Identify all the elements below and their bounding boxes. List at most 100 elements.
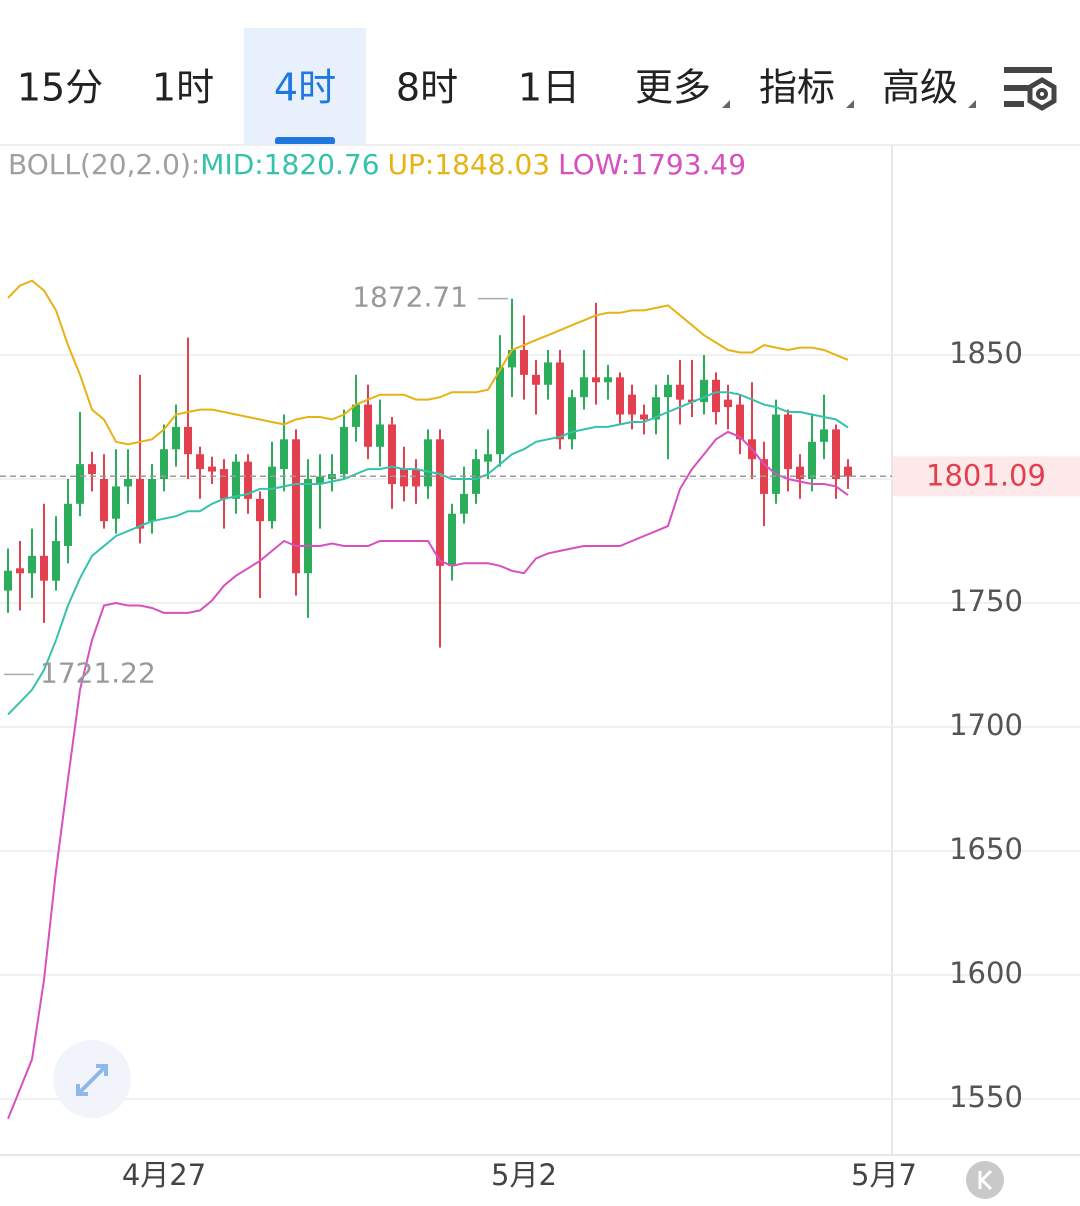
candle-body xyxy=(807,441,816,480)
candle-body xyxy=(459,493,468,514)
indicator-legend: BOLL(20,2.0):MID:1820.76 UP:1848.03 LOW:17… xyxy=(8,148,746,181)
last-price-label: 1801.09 xyxy=(926,458,1046,492)
candle-body xyxy=(268,466,277,522)
candle-body xyxy=(447,513,456,566)
tab[interactable]: 1时 xyxy=(152,66,214,110)
y-tick-label: 1650 xyxy=(949,832,1023,866)
candle-body xyxy=(699,379,708,403)
candle-body xyxy=(52,541,61,581)
candle-body xyxy=(148,479,157,522)
candle-body xyxy=(124,479,133,487)
candle-body xyxy=(627,394,636,415)
candle-body xyxy=(531,374,540,385)
candle-body xyxy=(304,479,313,574)
y-tick-label: 1550 xyxy=(949,1080,1023,1114)
overlay: 15501600165017001750180018504月275月25月718… xyxy=(4,281,1080,1192)
candle-body xyxy=(400,469,409,487)
legend-up: UP: xyxy=(388,148,435,181)
candle-body xyxy=(16,568,25,574)
dropdown-arrows xyxy=(722,100,976,108)
y-tick-label: 1850 xyxy=(949,336,1023,370)
settings-icon[interactable] xyxy=(1004,67,1057,111)
candle-body xyxy=(88,464,97,475)
candle-body xyxy=(184,426,193,455)
legend-mid: MID: xyxy=(200,148,263,181)
candle-body xyxy=(208,466,217,472)
candle-body xyxy=(675,384,684,400)
candle-body xyxy=(376,424,385,447)
expand-button[interactable] xyxy=(53,1040,131,1118)
grid xyxy=(0,354,1080,1101)
candle-body xyxy=(196,454,205,470)
candle-body xyxy=(555,362,564,440)
y-tick-label: 1750 xyxy=(949,584,1023,618)
tab[interactable]: 1日 xyxy=(518,66,580,110)
candle-body xyxy=(220,469,229,499)
x-tick-label: 5月2 xyxy=(491,1158,557,1192)
candle-body xyxy=(76,464,85,504)
candle-body xyxy=(40,555,49,581)
candle-body xyxy=(579,377,588,398)
candle-body xyxy=(591,377,600,383)
selected-tab-indicator xyxy=(275,137,335,145)
boll-line xyxy=(7,279,849,446)
plot xyxy=(0,279,892,1120)
candle-body xyxy=(843,466,852,477)
x-tick-label: 4月27 xyxy=(122,1158,206,1192)
candle-body xyxy=(795,466,804,480)
tab[interactable]: 更多 xyxy=(635,66,711,110)
last-price-bg xyxy=(893,456,1080,497)
boll-line xyxy=(7,430,849,1120)
candle-body xyxy=(436,439,445,566)
candle-body xyxy=(244,461,253,499)
legend-low: LOW: xyxy=(558,148,630,181)
candle-body xyxy=(292,439,301,574)
legend-up-value: 1848.03 xyxy=(434,148,550,181)
x-tick-label: 5月7 xyxy=(851,1158,917,1192)
y-tick-label: 1700 xyxy=(949,708,1023,742)
candle-body xyxy=(783,414,792,470)
candle-body xyxy=(424,439,433,487)
candle-body xyxy=(603,377,612,383)
candle-body xyxy=(507,350,516,368)
candle-body xyxy=(340,426,349,475)
candle-body xyxy=(412,469,421,487)
candle-body xyxy=(771,414,780,494)
indicator-name: BOLL(20,2.0): xyxy=(8,148,200,181)
candle-body xyxy=(735,404,744,440)
legend-mid-value: 1820.76 xyxy=(264,148,380,181)
candle-body xyxy=(543,362,552,385)
y-tick-label: 1600 xyxy=(949,956,1023,990)
tab[interactable]: 高级 xyxy=(882,66,958,110)
candle-body xyxy=(519,350,528,375)
candle-body xyxy=(651,397,660,420)
tab[interactable]: 8时 xyxy=(396,66,458,110)
candle-body xyxy=(172,426,181,450)
candle-body xyxy=(316,476,325,484)
candle-body xyxy=(160,449,169,480)
candle-body xyxy=(100,479,109,522)
tab-bar: 15分 1时 4时 8时 1日 更多 指标 高级 xyxy=(17,66,958,110)
candle-body xyxy=(483,454,492,462)
tab[interactable]: 15分 xyxy=(17,66,103,110)
candle-body xyxy=(711,379,720,413)
candle-body xyxy=(232,461,241,499)
candle-body xyxy=(280,439,289,470)
candle-body xyxy=(112,486,121,519)
k-button[interactable] xyxy=(966,1161,1004,1199)
candle-body xyxy=(663,384,672,398)
max-marker-label: 1872.71 xyxy=(352,281,468,314)
tab[interactable]: 4时 xyxy=(274,66,336,110)
candle-body xyxy=(687,399,696,403)
selected-tab-bg xyxy=(244,28,366,145)
candle-body xyxy=(388,424,397,484)
boll-line xyxy=(7,391,849,716)
tab[interactable]: 指标 xyxy=(759,66,835,110)
candle-body xyxy=(4,570,13,591)
candle-body xyxy=(831,429,840,480)
candle-body xyxy=(352,404,361,427)
candle-body xyxy=(256,498,265,522)
candle-body xyxy=(495,367,504,455)
